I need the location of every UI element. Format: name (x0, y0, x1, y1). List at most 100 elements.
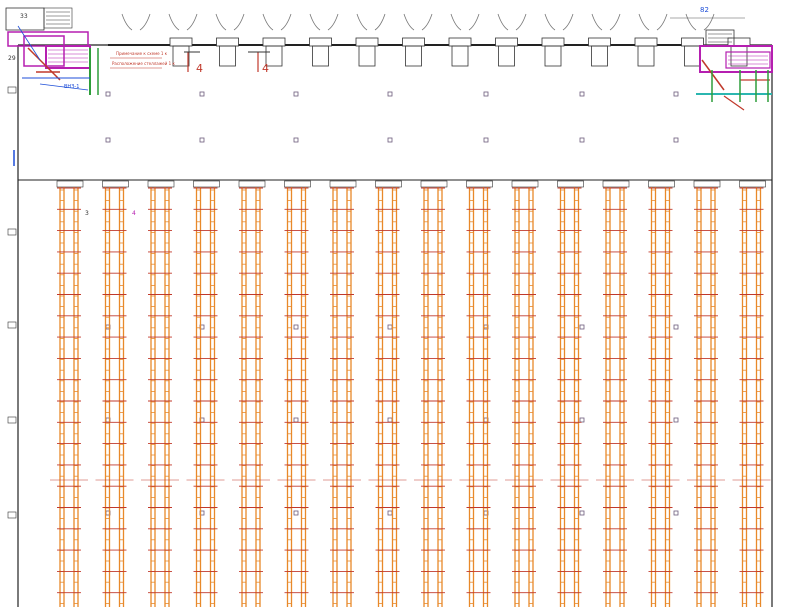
right-tag: 82 (700, 6, 709, 14)
rack-row (277, 180, 316, 607)
column-mark (105, 137, 111, 143)
rack-label-b: 4 (132, 210, 136, 217)
building-walls (17, 44, 773, 607)
column-mark (579, 510, 585, 516)
dock-door-arc (497, 13, 527, 31)
dock-pit (172, 45, 190, 67)
dock-pit (637, 45, 655, 67)
dock-leveler (448, 37, 472, 47)
dock-leveler (355, 37, 379, 47)
rack-row (323, 180, 361, 607)
blue-note: ВНЗ-1 (64, 84, 79, 90)
rack-rows (50, 180, 771, 607)
column-mark (387, 91, 393, 97)
dock-pit (265, 45, 283, 67)
rack-row (641, 180, 680, 607)
column-mark (293, 417, 299, 423)
dock-door-arc (262, 13, 292, 31)
section-mark-b: 4 (262, 62, 269, 75)
column-mark (199, 137, 205, 143)
column-mark (579, 137, 585, 143)
rack-end-cap (102, 180, 129, 188)
top-left-box-label: 33 (20, 13, 28, 20)
edge-mark (7, 511, 17, 519)
rack-end-cap (466, 180, 493, 188)
rack-row (596, 180, 634, 607)
dock-door-arcs (121, 13, 715, 31)
column-mark (387, 137, 393, 143)
rack-end-cap (420, 180, 448, 188)
rack-row (459, 180, 498, 607)
dock-pit (451, 45, 469, 67)
column-mark (673, 417, 679, 423)
rack-end-cap (375, 180, 402, 188)
dock-door-arc (356, 13, 386, 31)
rack-end-cap (147, 180, 175, 188)
rack-end-cap (238, 180, 266, 188)
dock-leveler (309, 37, 332, 47)
dock-door-arc (685, 13, 715, 31)
dock-leveler (169, 37, 193, 47)
column-mark (293, 91, 299, 97)
dock-door-arc (638, 13, 668, 31)
dock-pit (684, 45, 701, 67)
dock-door-arc (403, 13, 433, 31)
column-mark (483, 137, 489, 143)
rack-end-cap (511, 180, 539, 188)
column-mark (579, 324, 585, 330)
rack-labels: 3 4 (85, 210, 136, 217)
rack-end-cap (557, 180, 584, 188)
top-left-equipment-block: 33 ВНЗ-1 29 Примечание к схеме 1 к Распо… (5, 7, 175, 95)
dock-door-arc (121, 13, 151, 31)
dock-leveler (681, 37, 704, 47)
column-mark (293, 510, 299, 516)
column-mark (387, 324, 393, 330)
rack-end-cap (193, 180, 220, 188)
dock-door-arc (591, 13, 621, 31)
rack-row (414, 180, 452, 607)
left-edge-marks (7, 86, 17, 519)
rack-end-cap (648, 180, 675, 188)
rack-row (550, 180, 589, 607)
column-mark (387, 417, 393, 423)
edge-mark (7, 228, 17, 236)
rack-row (186, 180, 225, 607)
dock-leveler (216, 37, 239, 47)
dock-pit (219, 45, 236, 67)
rack-row (141, 180, 179, 607)
top-right-equipment-block: 82 (670, 6, 773, 111)
rack-row (368, 180, 407, 607)
dock-door-arc (450, 13, 480, 31)
red-note-2: Расположение стеллажей 1 к (112, 61, 175, 66)
column-mark (293, 324, 299, 330)
column-mark (199, 91, 205, 97)
dock-door-arc (215, 13, 245, 31)
section-mark-a: 4 (196, 62, 203, 75)
rack-end-cap (602, 180, 630, 188)
dock-leveler (262, 37, 286, 47)
rack-end-cap (739, 180, 766, 188)
dock-door-arc (309, 13, 339, 31)
column-mark (483, 91, 489, 97)
column-mark (673, 510, 679, 516)
dock-leveler (402, 37, 425, 47)
rack-row (50, 180, 88, 607)
dock-pit (544, 45, 562, 67)
dock-leveler-boxes (169, 37, 751, 67)
dock-leveler (541, 37, 565, 47)
rack-end-cap (329, 180, 357, 188)
column-mark (673, 137, 679, 143)
dock-pit (312, 45, 329, 67)
column-mark (579, 417, 585, 423)
rack-row (732, 180, 771, 607)
rack-row (95, 180, 134, 607)
dock-pit (405, 45, 422, 67)
rack-row (232, 180, 270, 607)
edge-mark (7, 416, 17, 424)
column-mark (105, 91, 111, 97)
dock-leveler (495, 37, 518, 47)
column-mark (579, 91, 585, 97)
column-mark (673, 91, 679, 97)
dock-pit (358, 45, 376, 67)
